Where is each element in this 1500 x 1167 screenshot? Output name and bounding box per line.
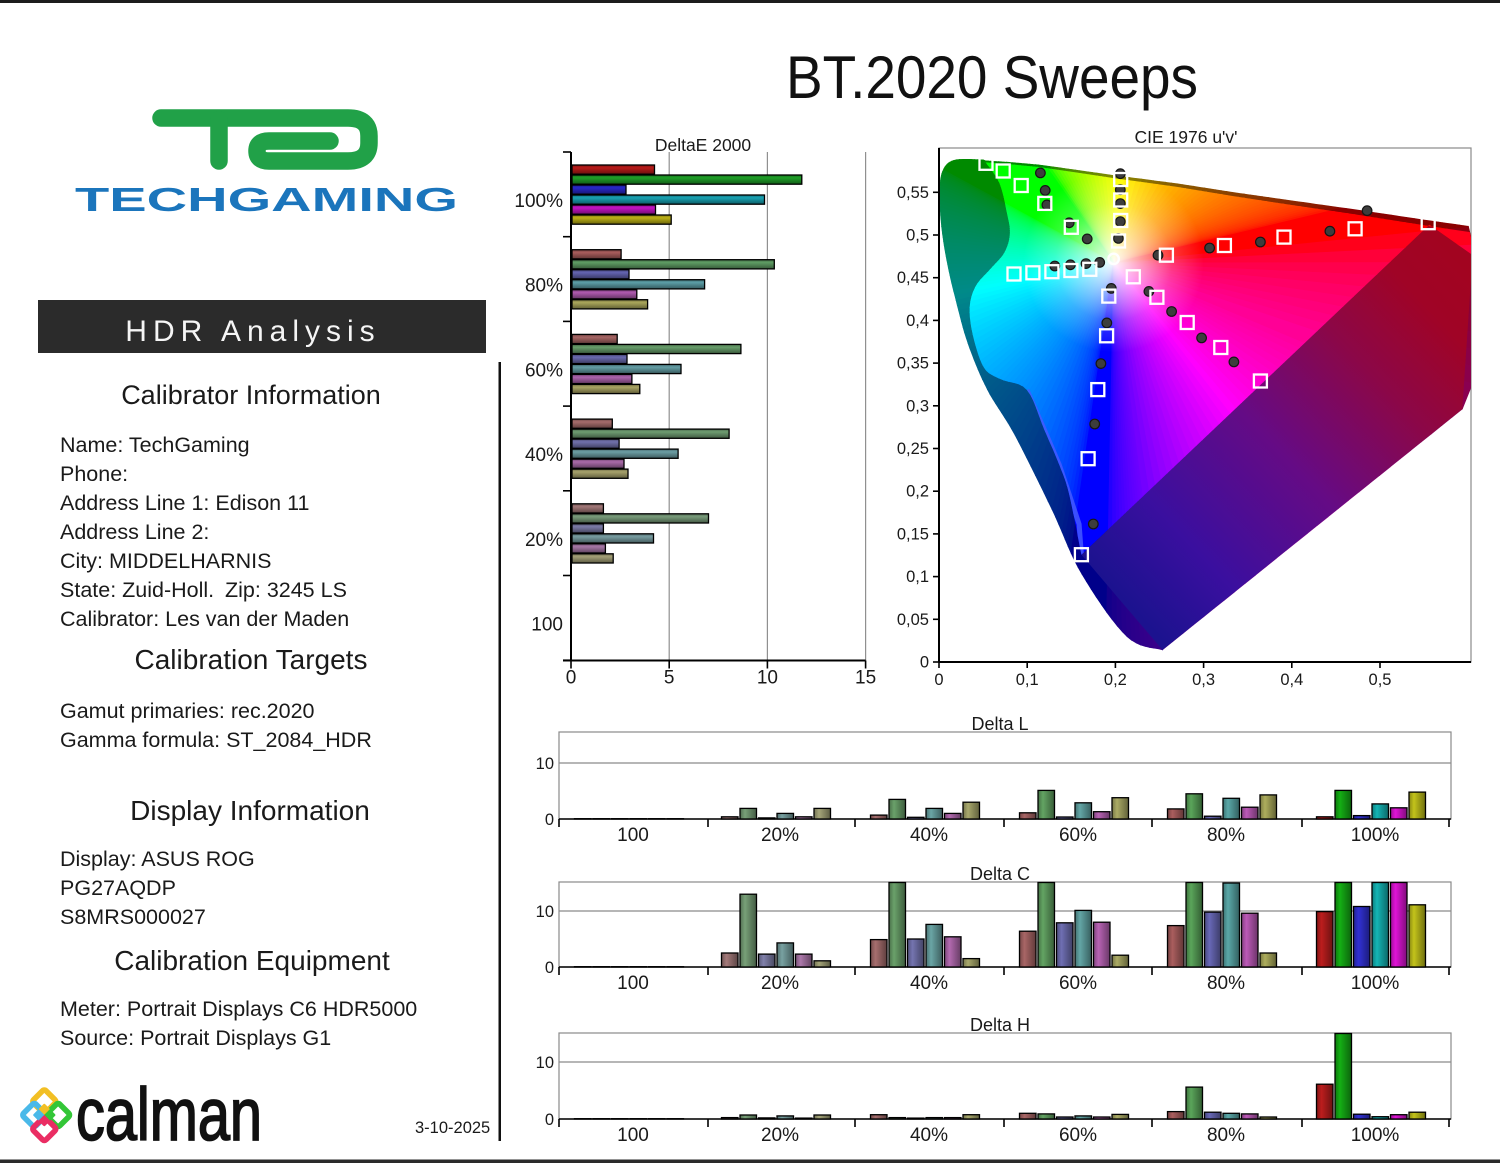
svg-text:Zip: 3245 LS: Zip: 3245 LS xyxy=(225,578,347,602)
svg-text:0,4: 0,4 xyxy=(906,312,929,330)
svg-text:Address Line 1: Edison 11: Address Line 1: Edison 11 xyxy=(60,491,309,515)
svg-text:100%: 100% xyxy=(1351,825,1400,846)
svg-text:0,3: 0,3 xyxy=(906,397,929,415)
svg-text:10: 10 xyxy=(757,668,778,689)
svg-text:0,35: 0,35 xyxy=(897,355,929,373)
svg-text:calman: calman xyxy=(76,1073,262,1156)
svg-text:100%: 100% xyxy=(1351,1125,1400,1146)
svg-text:BT.2020 Sweeps: BT.2020 Sweeps xyxy=(786,44,1198,111)
svg-text:DeltaE 2000: DeltaE 2000 xyxy=(655,135,752,155)
svg-text:TECHGAMING: TECHGAMING xyxy=(75,181,458,218)
svg-text:Delta L: Delta L xyxy=(971,714,1028,734)
svg-text:CIE 1976 u'v': CIE 1976 u'v' xyxy=(1135,127,1238,147)
svg-text:0,4: 0,4 xyxy=(1280,671,1303,689)
svg-text:100: 100 xyxy=(617,973,649,994)
svg-text:0,15: 0,15 xyxy=(897,525,929,543)
svg-text:Delta C: Delta C xyxy=(970,864,1030,884)
svg-text:PG27AQDP: PG27AQDP xyxy=(60,876,176,900)
svg-text:Name: TechGaming: Name: TechGaming xyxy=(60,433,250,457)
svg-text:80%: 80% xyxy=(1207,1125,1245,1146)
svg-text:60%: 60% xyxy=(525,360,563,381)
svg-text:Display: ASUS ROG: Display: ASUS ROG xyxy=(60,847,255,871)
svg-text:60%: 60% xyxy=(1059,825,1097,846)
svg-text:0,55: 0,55 xyxy=(897,184,929,202)
svg-text:0: 0 xyxy=(545,959,554,977)
svg-text:Delta H: Delta H xyxy=(970,1015,1030,1035)
svg-text:100%: 100% xyxy=(514,191,563,212)
svg-text:10: 10 xyxy=(536,1054,554,1072)
svg-text:Address Line 2:: Address Line 2: xyxy=(60,520,209,544)
svg-text:Calibrator: Les van der Maden: Calibrator: Les van der Maden xyxy=(60,607,349,631)
svg-text:0: 0 xyxy=(934,671,943,689)
svg-text:0: 0 xyxy=(566,668,577,689)
svg-text:40%: 40% xyxy=(910,973,948,994)
svg-text:80%: 80% xyxy=(1207,825,1245,846)
svg-text:0,1: 0,1 xyxy=(1016,671,1039,689)
svg-text:3-10-2025: 3-10-2025 xyxy=(415,1119,490,1137)
svg-text:0,1: 0,1 xyxy=(906,568,929,586)
svg-text:60%: 60% xyxy=(1059,973,1097,994)
svg-text:Gamma formula: ST_2084_HDR: Gamma formula: ST_2084_HDR xyxy=(60,728,372,752)
svg-text:0,3: 0,3 xyxy=(1192,671,1215,689)
svg-text:10: 10 xyxy=(536,755,554,773)
svg-text:100: 100 xyxy=(531,615,563,636)
svg-text:60%: 60% xyxy=(1059,1125,1097,1146)
svg-text:20%: 20% xyxy=(525,530,563,551)
svg-text:Display Information: Display Information xyxy=(130,795,370,826)
svg-text:0: 0 xyxy=(545,811,554,829)
svg-text:State: Zuid-Holl.: State: Zuid-Holl. xyxy=(60,578,214,602)
svg-text:80%: 80% xyxy=(525,276,563,297)
svg-text:Calibration Equipment: Calibration Equipment xyxy=(114,945,390,976)
svg-text:0,25: 0,25 xyxy=(897,440,929,458)
svg-text:Phone:: Phone: xyxy=(60,462,128,486)
svg-text:100: 100 xyxy=(617,825,649,846)
svg-text:20%: 20% xyxy=(761,973,799,994)
svg-text:Gamut primaries: rec.2020: Gamut primaries: rec.2020 xyxy=(60,699,315,723)
svg-text:Meter: Portrait Displays C6 HD: Meter: Portrait Displays C6 HDR5000 xyxy=(60,997,417,1021)
svg-text:HDR Analysis: HDR Analysis xyxy=(125,315,380,348)
svg-text:40%: 40% xyxy=(525,445,563,466)
svg-text:0,5: 0,5 xyxy=(906,227,929,245)
svg-text:5: 5 xyxy=(664,668,675,689)
svg-text:15: 15 xyxy=(855,668,876,689)
svg-text:S8MRS000027: S8MRS000027 xyxy=(60,905,206,929)
svg-text:100%: 100% xyxy=(1351,973,1400,994)
svg-text:0,05: 0,05 xyxy=(897,611,929,629)
svg-text:Calibrator Information: Calibrator Information xyxy=(121,380,381,410)
svg-text:Calibration Targets: Calibration Targets xyxy=(135,644,368,675)
svg-text:0: 0 xyxy=(545,1111,554,1129)
svg-text:40%: 40% xyxy=(910,1125,948,1146)
svg-text:80%: 80% xyxy=(1207,973,1245,994)
svg-text:100: 100 xyxy=(617,1125,649,1146)
svg-text:0: 0 xyxy=(920,654,929,672)
svg-text:10: 10 xyxy=(536,903,554,921)
svg-text:0,2: 0,2 xyxy=(906,483,929,501)
svg-text:City: MIDDELHARNIS: City: MIDDELHARNIS xyxy=(60,549,271,573)
svg-text:0,45: 0,45 xyxy=(897,269,929,287)
svg-text:Source: Portrait Displays G1: Source: Portrait Displays G1 xyxy=(60,1026,331,1050)
svg-text:40%: 40% xyxy=(910,825,948,846)
svg-text:0,2: 0,2 xyxy=(1104,671,1127,689)
svg-text:20%: 20% xyxy=(761,1125,799,1146)
svg-text:20%: 20% xyxy=(761,825,799,846)
svg-text:0,5: 0,5 xyxy=(1369,671,1392,689)
